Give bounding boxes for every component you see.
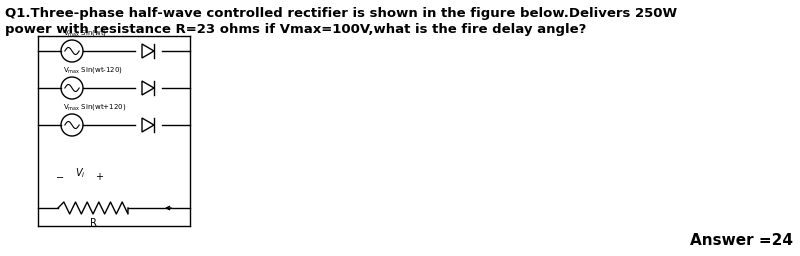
Text: V$_{\mathrm{max}}$ Sin(wt): V$_{\mathrm{max}}$ Sin(wt) (63, 28, 107, 38)
Text: $V_i$: $V_i$ (74, 166, 86, 180)
Text: Q1.Three-phase half-wave controlled rectifier is shown in the figure below.Deliv: Q1.Three-phase half-wave controlled rect… (5, 7, 677, 20)
Text: R: R (90, 218, 97, 228)
Text: power with resistance R=23 ohms if Vmax=100V,what is the fire delay angle?: power with resistance R=23 ohms if Vmax=… (5, 23, 586, 36)
Text: V$_{\mathrm{max}}$ Sin(wt-120): V$_{\mathrm{max}}$ Sin(wt-120) (63, 65, 123, 75)
Text: Answer =24: Answer =24 (690, 233, 793, 248)
Text: V$_{\mathrm{max}}$ Sin(wt+120): V$_{\mathrm{max}}$ Sin(wt+120) (63, 102, 126, 112)
Text: $-$: $-$ (55, 171, 65, 181)
Text: $+$: $+$ (95, 170, 105, 182)
